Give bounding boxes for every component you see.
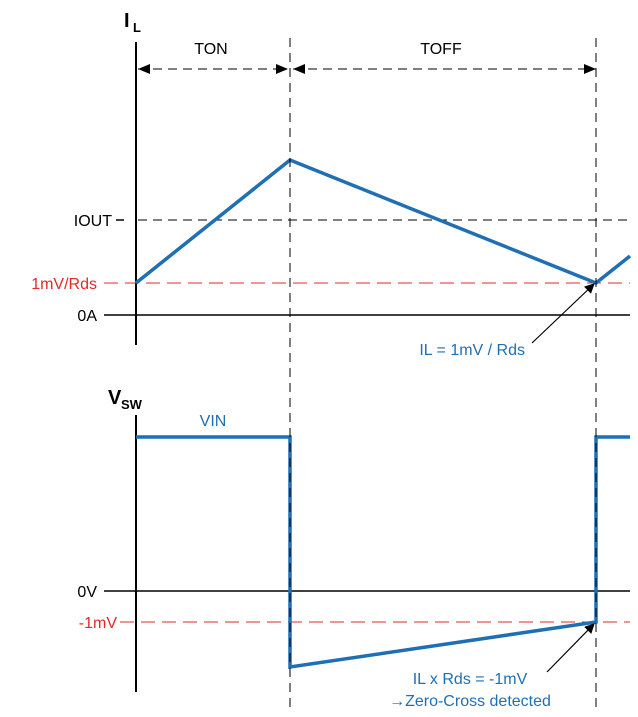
time-markers [289, 38, 597, 712]
ton-label: TON [194, 41, 227, 58]
vsw-annotation-arrow [546, 623, 595, 673]
vsw-annotation-line2: →Zero-Cross detected [389, 693, 551, 710]
toff-left-arrowhead [293, 64, 305, 74]
threshold-voltage-label: -1mV [79, 615, 118, 632]
vsw-annotation-line1: IL x Rds = -1mV [413, 671, 528, 688]
ton-right-arrowhead [276, 64, 288, 74]
il-axis-title: I [124, 10, 130, 32]
toff-right-arrowhead [584, 64, 596, 74]
zero-voltage-label: 0V [77, 584, 97, 601]
il-annotation-text: IL = 1mV / Rds [419, 342, 525, 359]
threshold-current-label: 1mV/Rds [31, 276, 97, 293]
switch-voltage-waveform [136, 435, 630, 670]
iout-label: IOUT [74, 213, 112, 230]
inductor-current-waveform [134, 157, 632, 286]
vin-label: VIN [200, 413, 227, 430]
vsw-axis-subscript: SW [121, 397, 143, 412]
ton-left-arrowhead [138, 64, 150, 74]
il-axis-subscript: L [133, 20, 141, 35]
vsw-axis-title: V [108, 387, 122, 409]
current-plot: I L IOUT 1mV/Rds 0A TON TOFF IL = 1mV / … [31, 10, 632, 359]
zero-current-label: 0A [77, 308, 97, 325]
toff-label: TOFF [420, 41, 462, 58]
il-annotation-arrow [531, 283, 595, 344]
voltage-plot: V SW 0V -1mV VIN IL x Rds = -1mV →Zero-C… [77, 387, 630, 710]
